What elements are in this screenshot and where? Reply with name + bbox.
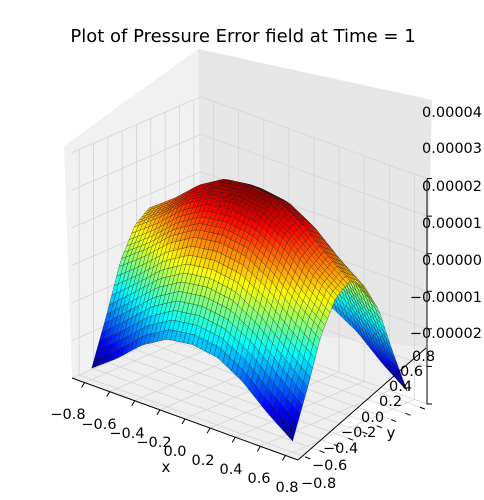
y-tick-label: 0.4: [389, 379, 412, 395]
y-tick-mark: [347, 437, 354, 441]
z-tick-label: −0.00002: [410, 326, 482, 342]
x-tick-mark: [106, 391, 111, 397]
y-tick-mark: [405, 412, 411, 416]
x-tick-label: −0.2: [136, 435, 171, 451]
floor-grid-line: [79, 374, 306, 458]
y-tick-mark: [362, 431, 368, 435]
y-tick-mark: [304, 456, 311, 460]
y-tick-label: −0.6: [312, 458, 347, 474]
z-tick-label: 0.00004: [422, 105, 482, 121]
y-tick-mark: [390, 419, 397, 423]
y-tick-labels: −0.8 −0.6 −0.4 −0.2 0.0 0.2 0.4 0.6 0.8: [301, 349, 435, 492]
side-grid-line: [71, 96, 202, 153]
z-tick-label: 0.00001: [422, 216, 482, 232]
x-tick-label: 0.2: [191, 453, 214, 469]
y-tick-label: 0.8: [412, 349, 435, 365]
y-axis-label: y: [387, 424, 396, 442]
floor-grid-line: [93, 368, 320, 452]
y-tick-label: 0.2: [379, 394, 402, 410]
x-tick-label: 0.4: [219, 462, 242, 478]
surface-mesh: [91, 179, 408, 442]
x-tick-label: −0.6: [81, 417, 116, 433]
chart-title: Plot of Pressure Error field at Time = 1: [70, 26, 415, 47]
floor-grid-line: [122, 355, 349, 439]
surface-patch: [288, 426, 296, 442]
y-tick-label: −0.2: [341, 425, 376, 441]
y-tick-label: −0.8: [301, 476, 336, 492]
y-axis-line: [297, 347, 427, 461]
x-tick-mark: [231, 436, 236, 443]
x-tick-mark: [181, 418, 186, 425]
y-tick-mark: [376, 425, 383, 429]
x-tick-mark: [282, 455, 286, 461]
x-tick-mark: [206, 427, 211, 434]
x-tick-mark: [131, 400, 136, 407]
y-tick-label: 0.6: [400, 364, 423, 380]
axis-lines: [71, 178, 432, 461]
z-tick-label: 0.00003: [422, 141, 482, 157]
x-tick-label: 0.8: [275, 480, 298, 496]
z-tick-label: 0.00000: [422, 253, 482, 269]
z-tick-label: −0.00001: [410, 290, 482, 306]
y-tick-label: 0.0: [361, 410, 384, 426]
back-grid-line: [200, 133, 428, 217]
y-tick-mark: [419, 406, 426, 410]
back-grid-line: [200, 96, 428, 179]
z-tick-labels: −0.00002 −0.00001 0.00000 0.00001 0.0000…: [410, 105, 482, 342]
floor-grid-line: [107, 362, 334, 445]
x-tick-label: −0.4: [109, 426, 144, 442]
z-tick-label: 0.00002: [422, 179, 482, 195]
axes-panes: [64, 49, 432, 460]
x-axis-label: x: [162, 458, 171, 476]
side-grid-line: [71, 171, 202, 229]
y-tick-mark: [333, 443, 340, 447]
x-tick-label: 0.6: [247, 471, 270, 487]
floor-grid-line: [136, 349, 363, 433]
x-tick-mark: [256, 446, 261, 452]
x-tick-mark: [81, 382, 85, 388]
x-tick-mark: [156, 409, 161, 416]
side-grid-line: [71, 133, 202, 191]
x-tick-labels: −0.8 −0.6 −0.4 −0.2 0.0 0.2 0.4 0.6 0.8: [50, 407, 298, 496]
x-tick-label: 0.0: [163, 444, 186, 460]
y-tick-mark: [319, 450, 325, 454]
y-tick-label: −0.4: [323, 441, 358, 457]
x-tick-label: −0.8: [50, 407, 85, 423]
